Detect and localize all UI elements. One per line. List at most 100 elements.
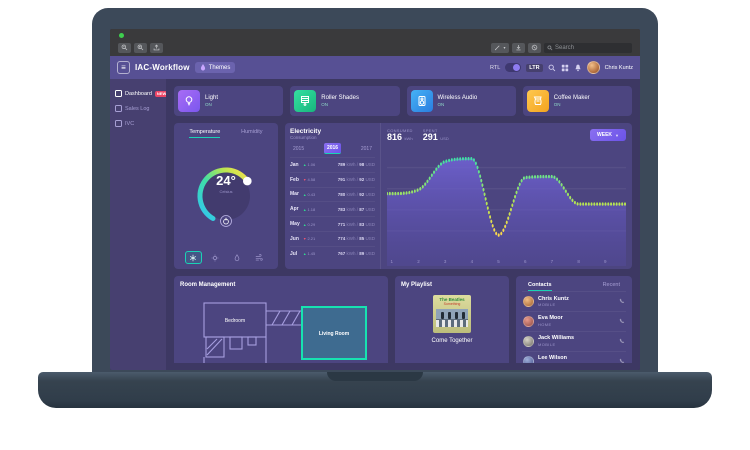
search-icon[interactable] xyxy=(548,64,556,72)
month-row[interactable]: Jan 1.06 789 kWh / 98 USD xyxy=(290,157,375,172)
device-status: ON xyxy=(205,102,212,108)
consumption-chart[interactable]: 1 2 3 4 5 6 7 8 9 xyxy=(387,145,626,266)
sidebar-nav: Dashboard NEW Sales Log IVC xyxy=(110,79,169,370)
ivc-icon xyxy=(115,120,122,127)
x-axis-label: 3 xyxy=(443,259,447,264)
avatar xyxy=(523,315,534,327)
help-icon[interactable] xyxy=(528,42,541,53)
contact-row[interactable]: Lee Wilson MOBILE xyxy=(522,350,626,363)
sidebar-item-sales-log[interactable]: Sales Log xyxy=(110,101,166,116)
month-row[interactable]: Mar 0.43 780 kWh / 92 USD xyxy=(290,186,375,202)
coffee-pot-icon xyxy=(526,90,549,112)
mode-heat-button[interactable] xyxy=(207,251,224,264)
phone-icon[interactable] xyxy=(619,298,625,304)
app-header: ≡ IAC-Workflow Themes RTL LTR xyxy=(110,56,640,79)
electricity-panel: Electricity Consumption 2015 2016 2017 J… xyxy=(285,123,632,269)
consumed-stat: Consumed 816 kWh xyxy=(387,128,413,142)
x-axis-label: 6 xyxy=(523,259,527,264)
tab-humidity[interactable]: Humidity xyxy=(241,129,263,135)
range-select-button[interactable]: WEEK ▼ xyxy=(590,129,626,142)
direction-toggle[interactable] xyxy=(505,63,522,72)
dashboard-main: Light ON Roller Shades ON xyxy=(166,79,640,370)
apps-grid-icon[interactable] xyxy=(561,64,569,72)
light-bulb-icon xyxy=(178,90,200,112)
zoom-out-icon[interactable] xyxy=(118,42,131,53)
phone-icon[interactable] xyxy=(619,338,625,344)
trend-up-icon xyxy=(303,251,307,256)
thermostat-panel: Temperature Humidity xyxy=(174,123,278,269)
playlist-panel: My Playlist The Beatles Something Come T… xyxy=(395,276,509,363)
electricity-subtitle: Consumption xyxy=(290,135,317,140)
dial-knob xyxy=(243,176,252,185)
laptop-base xyxy=(38,372,712,408)
avatar xyxy=(523,335,534,347)
mode-cool-button[interactable] xyxy=(184,251,202,264)
mode-fan-button[interactable] xyxy=(251,251,268,264)
floor-plan[interactable]: Bedroom Living Room xyxy=(180,291,382,363)
contact-row[interactable]: Eva Moor HOME xyxy=(522,310,626,331)
temperature-dial[interactable]: 24° Celsius xyxy=(179,140,273,251)
year-tab-2015[interactable]: 2015 xyxy=(293,145,305,152)
x-axis-labels: 1 2 3 4 5 6 7 8 9 xyxy=(387,259,626,266)
user-name: Chris Kuntz xyxy=(604,64,633,71)
year-tab-2016[interactable]: 2016 xyxy=(323,143,342,154)
mode-humidity-button[interactable] xyxy=(229,251,246,264)
month-row[interactable]: Feb 4.58 791 kWh / 92 USD xyxy=(290,171,375,187)
x-axis-label: 8 xyxy=(577,259,580,264)
month-row[interactable]: May 0.29 771 kWh / 83 USD xyxy=(290,216,375,231)
download-icon[interactable] xyxy=(512,42,525,53)
device-card-light[interactable]: Light ON xyxy=(174,86,284,116)
snowflake-icon xyxy=(190,254,196,261)
x-axis-label: 2 xyxy=(417,259,420,264)
contacts-panel: Contacts Recent Chris Kuntz MOBILE xyxy=(516,276,632,363)
edit-button[interactable]: ▾ xyxy=(491,42,509,53)
month-row[interactable]: Jul 1.45 767 kWh / 89 USD xyxy=(290,245,375,261)
themes-button[interactable]: Themes xyxy=(194,62,236,73)
device-status: ON xyxy=(553,102,561,108)
device-card-wireless-audio[interactable]: Wireless Audio ON xyxy=(406,86,516,116)
contact-row[interactable]: Chris Kuntz MOBILE xyxy=(522,291,626,311)
rtl-label: RTL xyxy=(489,64,501,71)
sidebar-item-dashboard[interactable]: Dashboard NEW xyxy=(110,86,169,101)
trend-up-icon xyxy=(303,162,307,167)
tab-recent[interactable]: Recent xyxy=(602,282,620,288)
device-card-coffee-maker[interactable]: Coffee Maker ON xyxy=(522,86,632,116)
notifications-bell-icon[interactable] xyxy=(574,64,582,72)
phone-icon[interactable] xyxy=(619,358,625,363)
avatar xyxy=(523,295,534,307)
sales-log-icon xyxy=(115,105,122,112)
upload-icon[interactable] xyxy=(150,42,163,53)
zoom-in-icon[interactable] xyxy=(134,42,147,53)
contact-row[interactable]: Jack Williams MOBILE xyxy=(522,330,626,351)
month-row[interactable]: Apr 1.18 783 kWh / 87 USD xyxy=(290,201,375,216)
x-axis-label: 1 xyxy=(390,259,394,264)
tab-contacts[interactable]: Contacts xyxy=(528,282,552,291)
device-status: ON xyxy=(437,102,445,108)
app-title: IAC-Workflow xyxy=(135,63,190,72)
album-art[interactable]: The Beatles Something xyxy=(433,295,471,333)
sidebar-item-ivc[interactable]: IVC xyxy=(110,116,166,131)
ltr-label: LTR xyxy=(526,63,543,72)
browser-search-input[interactable]: Search xyxy=(544,42,632,53)
tab-temperature[interactable]: Temperature xyxy=(189,129,221,138)
window-control-green[interactable] xyxy=(119,33,124,38)
menu-toggle-button[interactable]: ≡ xyxy=(117,61,130,74)
spent-stat: Spent 291 USD xyxy=(422,128,449,142)
search-placeholder: Search xyxy=(555,44,575,51)
song-title: Come Together xyxy=(431,338,473,344)
month-row[interactable]: Jun 2.21 774 kWh / 85 USD xyxy=(290,230,375,246)
year-tab-2017[interactable]: 2017 xyxy=(360,145,372,152)
room-management-panel: Room Management xyxy=(174,276,388,363)
dashboard-icon xyxy=(115,90,122,97)
new-badge: NEW xyxy=(154,90,169,97)
user-avatar[interactable] xyxy=(586,61,600,74)
trend-up-icon xyxy=(303,207,307,212)
device-card-roller-shades[interactable]: Roller Shades ON xyxy=(290,86,400,116)
device-status: ON xyxy=(321,102,328,108)
chevron-down-icon: ▼ xyxy=(615,132,619,138)
trend-down-icon xyxy=(303,177,307,182)
phone-icon[interactable] xyxy=(619,318,625,324)
power-icon xyxy=(220,214,232,227)
sun-icon xyxy=(211,254,219,261)
